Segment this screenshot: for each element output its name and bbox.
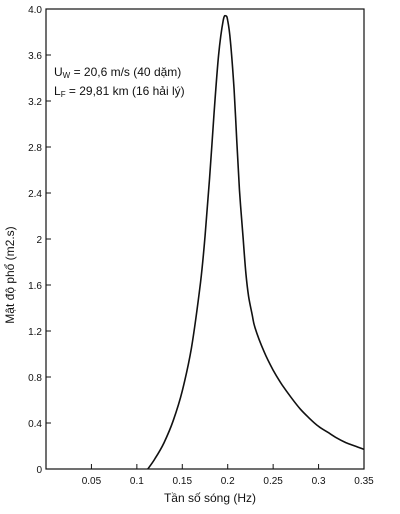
x-tick-label: 0.25 <box>263 476 283 487</box>
fetch-length-annotation: LF = 29,81 km (16 hải lý) <box>54 84 185 99</box>
y-tick-label: 1.2 <box>28 327 42 338</box>
y-tick-label: 4.0 <box>28 5 42 16</box>
y-tick-label: 1.6 <box>28 281 42 292</box>
y-tick-label: 2.4 <box>28 189 42 200</box>
y-axis-ticks: 0 0.4 0.8 1.2 1.6 2 2.4 2.8 3.2 3.6 4.0 <box>28 5 51 476</box>
x-axis-ticks: 0.05 0.1 0.15 0.2 0.25 0.3 0.35 <box>82 464 374 487</box>
y-tick-label: 3.6 <box>28 51 42 62</box>
x-axis-title: Tần số sóng (Hz) <box>164 491 256 505</box>
x-tick-label: 0.3 <box>312 476 326 487</box>
x-tick-label: 0.1 <box>130 476 144 487</box>
y-tick-label: 2 <box>36 235 42 246</box>
y-tick-label: 0 <box>36 465 42 476</box>
x-tick-label: 0.2 <box>221 476 235 487</box>
wind-speed-annotation: UW = 20,6 m/s (40 dặm) <box>54 65 181 80</box>
x-tick-label: 0.15 <box>173 476 193 487</box>
spectrum-curve <box>147 14 365 470</box>
y-tick-label: 3.2 <box>28 97 42 108</box>
y-tick-label: 0.8 <box>28 373 42 384</box>
x-tick-label: 0.05 <box>82 476 102 487</box>
y-tick-label: 2.8 <box>28 143 42 154</box>
x-tick-label: 0.35 <box>354 476 374 487</box>
y-axis-title: Mật độ phổ (m2.s) <box>3 226 17 323</box>
y-tick-label: 0.4 <box>28 419 42 430</box>
